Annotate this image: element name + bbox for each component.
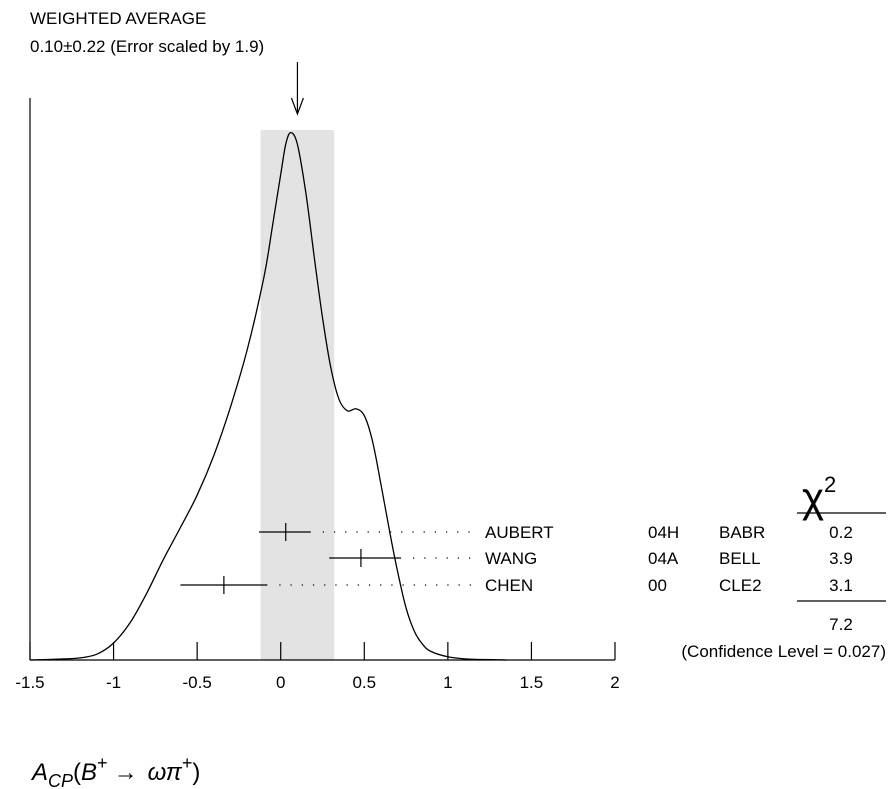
measurement-chi2: 0.2 bbox=[829, 523, 853, 542]
x-tick-label: -0.5 bbox=[182, 673, 211, 692]
chart-title: WEIGHTED AVERAGE bbox=[30, 9, 206, 28]
weighted-average-band bbox=[260, 130, 335, 660]
axes bbox=[29, 98, 615, 661]
measurement-year: 00 bbox=[648, 576, 667, 595]
chi2-header: χ2 bbox=[802, 472, 836, 521]
x-tick-label: 2 bbox=[610, 673, 619, 692]
measurement-row: WANG 04A BELL 3.9 bbox=[329, 549, 853, 568]
measurement-experiment: BELL bbox=[719, 549, 761, 568]
x-tick-label: -1.5 bbox=[15, 673, 44, 692]
x-tick-label: 1 bbox=[443, 673, 452, 692]
measurements: AUBERT 04H BABR 0.2 WANG 04A BELL 3.9 CHEN 00 CLE2… bbox=[180, 523, 853, 595]
chi2-total: 7.2 bbox=[829, 615, 853, 634]
x-axis-label: ACP(B+ → ωπ+) bbox=[30, 753, 200, 789]
measurement-author: CHEN bbox=[485, 576, 533, 595]
x-tick-label: 0.5 bbox=[352, 673, 376, 692]
measurement-chi2: 3.1 bbox=[829, 576, 853, 595]
x-ticks: -1.5 -1 -0.5 0 0.5 1 1.5 2 bbox=[15, 642, 620, 692]
measurement-row: AUBERT 04H BABR 0.2 bbox=[258, 523, 853, 542]
measurement-author: WANG bbox=[485, 549, 537, 568]
measurement-experiment: CLE2 bbox=[719, 576, 762, 595]
confidence-level: (Confidence Level = 0.027) bbox=[681, 642, 886, 661]
ideogram-curve bbox=[29, 131, 507, 661]
x-tick-label: -1 bbox=[106, 673, 121, 692]
measurement-year: 04H bbox=[648, 523, 679, 542]
measurement-row: CHEN 00 CLE2 3.1 bbox=[180, 576, 853, 595]
measurement-year: 04A bbox=[648, 549, 679, 568]
measurement-author: AUBERT bbox=[485, 523, 554, 542]
x-tick-label: 0 bbox=[276, 673, 285, 692]
measurement-experiment: BABR bbox=[719, 523, 765, 542]
x-tick-label: 1.5 bbox=[520, 673, 544, 692]
weighted-average-arrow-icon bbox=[290, 62, 304, 116]
weighted-average-value: 0.10±0.22 (Error scaled by 1.9) bbox=[30, 37, 264, 56]
measurement-chi2: 3.9 bbox=[829, 549, 853, 568]
